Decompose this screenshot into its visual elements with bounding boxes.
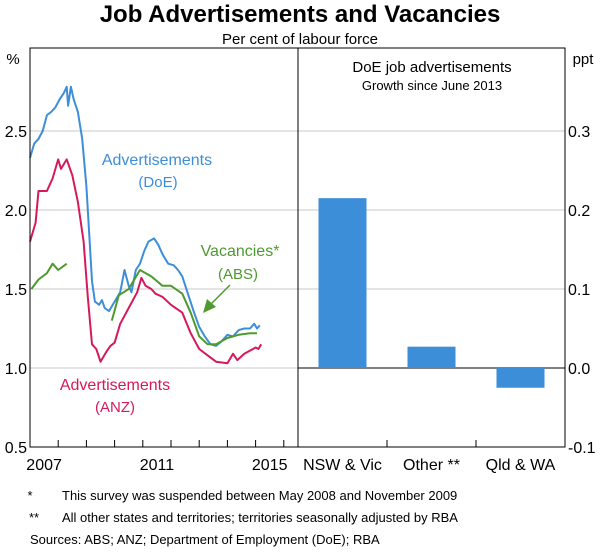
sources: Sources: ABS; ANZ; Department of Employm… [30,532,380,547]
x-tick-label: 2015 [252,457,288,474]
bar [318,198,367,368]
bar-category-label: Qld & WA [486,457,556,474]
chart-title: Job Advertisements and Vacancies [100,1,501,28]
left-y-tick-label: 2.0 [5,203,27,220]
note-2-text: All other states and territories; territ… [62,510,458,525]
right-axis-unit: ppt [573,51,595,68]
bar-category-label: NSW & Vic [303,457,382,474]
right-y-tick-label: 0.3 [568,124,590,141]
legend-doe-sub: (DoE) [138,174,177,191]
legend-doe-name: Advertisements [102,152,212,169]
note-1-mark: * [27,488,32,503]
left-y-tick-label: 0.5 [5,440,27,457]
legend-abs-arrow [203,284,231,313]
right-y-tick-label: 0.1 [568,282,590,299]
note-2-mark: ** [29,510,39,525]
right-y-tick-label: -0.1 [568,440,596,457]
bar [496,368,545,388]
legend-abs-sub: (ABS) [218,266,258,283]
series-line-abs [30,262,68,290]
series-line-doe [29,85,261,347]
series-line-abs [110,269,257,346]
left-y-tick-label: 1.5 [5,282,27,299]
left-axis-unit: % [6,51,19,68]
legend-abs-name: Vacancies* [201,243,280,260]
note-1-text: This survey was suspended between May 20… [62,488,457,503]
left-y-tick-label: 1.0 [5,361,27,378]
x-tick-label: 2007 [26,457,62,474]
right-y-tick-label: 0.0 [568,361,590,378]
bar-panel-title: DoE job advertisements [352,59,511,76]
bar-category-label: Other ** [403,457,460,474]
bar-panel-subtitle: Growth since June 2013 [362,78,502,93]
bar [407,346,456,368]
x-tick-label: 2011 [140,457,175,474]
left-y-tick-label: 2.5 [5,124,27,141]
chart-subtitle: Per cent of labour force [222,31,378,48]
legend-anz-sub: (ANZ) [95,399,135,416]
right-y-tick-label: 0.2 [568,203,590,220]
legend-anz-name: Advertisements [60,377,170,394]
series-line-anz [29,158,263,365]
